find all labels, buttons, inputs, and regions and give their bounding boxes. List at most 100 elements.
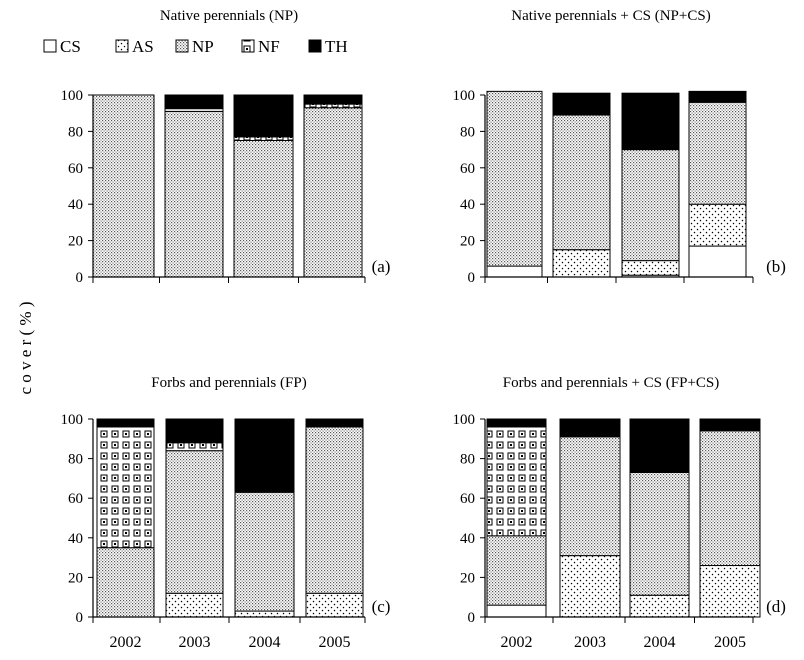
y-tick-label: 20 <box>460 570 475 586</box>
bar-segment-th-2005 <box>305 418 364 428</box>
bar-2005 <box>305 418 364 618</box>
bar-2004 <box>629 418 690 618</box>
bar-segment-th-2005 <box>699 418 761 432</box>
bar-segment-np-2003 <box>559 436 621 557</box>
bar-segment-np-2003 <box>164 110 224 278</box>
bar-segment-th-2002 <box>96 418 155 428</box>
bar-segment-as-2005 <box>699 565 761 618</box>
y-tick-label: 80 <box>68 452 83 468</box>
bar-segment-as-2003 <box>559 555 621 618</box>
legend-label-th: TH <box>325 37 348 56</box>
y-tick-label: 0 <box>76 270 84 286</box>
bar-2004 <box>234 418 295 618</box>
y-tick-label: 100 <box>61 88 84 104</box>
x-tick-label: 2003 <box>179 634 211 651</box>
y-tick-label: 80 <box>460 124 475 140</box>
y-tick-label: 100 <box>453 88 476 104</box>
legend-swatch-np <box>175 39 189 53</box>
bar-2002 <box>92 94 155 278</box>
bar-segment-cs-2005 <box>688 245 747 278</box>
bar-2005 <box>688 90 747 278</box>
legend-label-cs: CS <box>60 37 81 56</box>
bar-2003 <box>552 92 611 278</box>
bar-segment-as-2003 <box>165 592 224 618</box>
bar-segment-th-2003 <box>559 418 621 438</box>
legend-label-as: AS <box>132 37 154 56</box>
bar-segment-th-2002 <box>486 418 547 428</box>
x-tick-label: 2005 <box>319 634 351 651</box>
legend-swatch-th <box>308 39 322 53</box>
bar-2005 <box>303 94 363 278</box>
bar-segment-th-2003 <box>165 418 224 444</box>
y-tick-label: 20 <box>68 234 83 250</box>
bar-segment-as-2004 <box>629 594 690 618</box>
panel-title: Native perennials (NP) <box>160 8 298 24</box>
panel-label: (c) <box>372 597 391 616</box>
y-tick-label: 0 <box>76 610 84 626</box>
legend-swatch-cs <box>43 39 57 53</box>
bar-segment-th-2004 <box>233 94 294 138</box>
bar-segment-nf-2005 <box>303 103 363 109</box>
bar-segment-th-2005 <box>303 94 363 105</box>
bar-segment-np-2005 <box>699 430 761 567</box>
bar-segment-np-2003 <box>165 450 224 594</box>
bar-segment-np-2002 <box>486 535 547 606</box>
x-tick-label: 2002 <box>110 634 142 651</box>
bar-segment-th-2004 <box>629 418 690 473</box>
panel-title: Native perennials + CS (NP+CS) <box>511 8 710 24</box>
bar-2002 <box>486 90 543 278</box>
bar-segment-nf-2003 <box>165 442 224 452</box>
legend-swatch-as <box>115 39 129 53</box>
bar-2004 <box>233 94 294 278</box>
bar-segment-th-2003 <box>552 92 611 116</box>
y-tick-label: 40 <box>68 531 83 547</box>
y-tick-label: 40 <box>460 197 475 213</box>
panel-3: Forbs and perennials (FP) 0 20 40 60 80 100 200… <box>61 375 391 651</box>
legend: CS AS NP NF TH <box>43 37 348 56</box>
legend-swatch-nf <box>241 39 255 53</box>
x-tick-label: 2004 <box>249 634 281 651</box>
legend-label-nf: NF <box>258 37 280 56</box>
x-tick-label: 2004 <box>644 634 676 651</box>
bar-segment-as-2005 <box>688 203 747 247</box>
y-tick-label: 0 <box>468 610 476 626</box>
y-tick-label: 80 <box>460 452 475 468</box>
x-tick-label: 2002 <box>501 634 533 651</box>
y-tick-label: 20 <box>68 570 83 586</box>
bar-2002 <box>486 418 547 618</box>
y-tick-label: 60 <box>68 161 83 177</box>
y-tick-label: 100 <box>453 412 476 428</box>
bar-segment-th-2003 <box>164 94 224 110</box>
y-tick-label: 20 <box>460 234 475 250</box>
bar-2004 <box>621 92 680 278</box>
panels: Native perennials (NP)020406080100(a)Nat… <box>61 8 786 651</box>
panel-label: (b) <box>766 257 786 276</box>
y-axis-label: c o v e r ( % ) <box>16 302 35 395</box>
x-tick-label: 2003 <box>574 634 606 651</box>
bar-segment-np-2004 <box>621 149 680 262</box>
bar-segment-th-2004 <box>234 418 295 493</box>
bar-segment-nf-2002 <box>486 426 547 537</box>
bar-segment-np-2002 <box>96 547 155 618</box>
bar-2003 <box>165 418 224 618</box>
legend-label-np: NP <box>192 37 214 56</box>
panel-label: (d) <box>766 597 786 616</box>
bar-2005 <box>699 418 761 618</box>
bar-segment-np-2005 <box>303 107 363 278</box>
bar-segment-np-2004 <box>629 471 690 596</box>
y-tick-label: 60 <box>460 161 475 177</box>
panel-title: Forbs and perennials + CS (FP+CS) <box>503 375 720 391</box>
panel-2: Native perennials + CS (NP+CS) 0 20 40 60 80 1… <box>453 8 786 286</box>
bar-segment-as-2005 <box>305 592 364 618</box>
bar-segment-as-2004 <box>234 610 295 618</box>
panel-1: Native perennials (NP) 0 20 40 60 80 100 (a) <box>61 8 391 286</box>
bar-segment-np-2002 <box>92 94 155 278</box>
y-tick-label: 0 <box>468 270 476 286</box>
y-tick-label: 60 <box>460 491 475 507</box>
bar-segment-th-2004 <box>621 92 680 151</box>
bar-segment-th-2005 <box>688 90 747 103</box>
y-tick-label: 80 <box>68 124 83 140</box>
bar-segment-np-2004 <box>233 140 294 278</box>
bar-segment-cs-2002 <box>486 265 543 278</box>
